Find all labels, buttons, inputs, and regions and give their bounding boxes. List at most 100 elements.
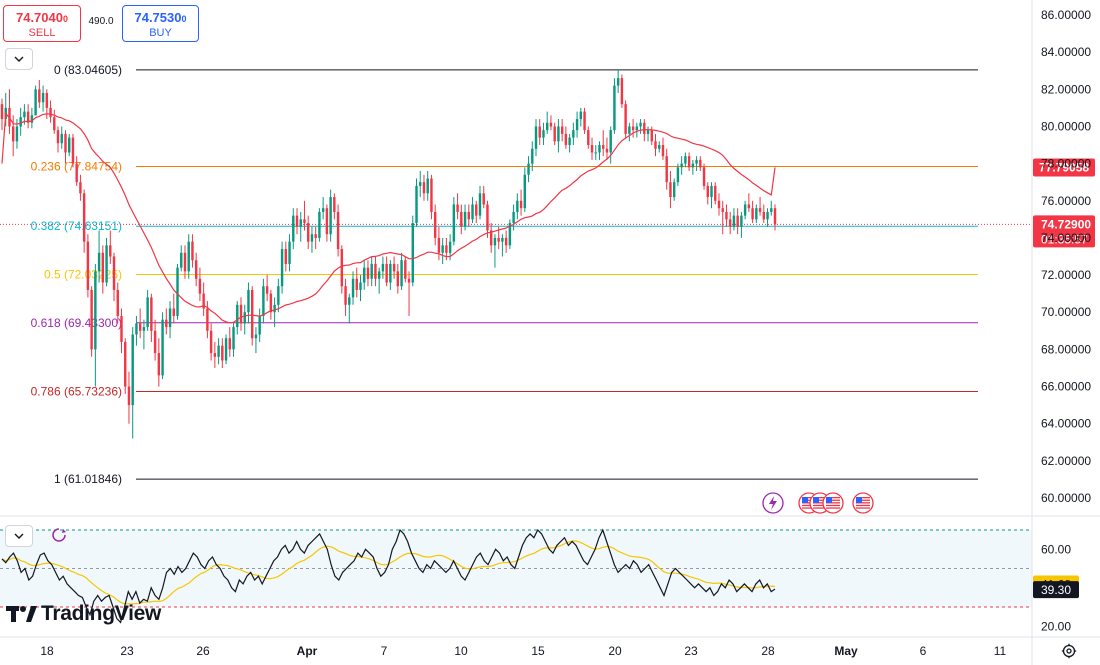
candle-body xyxy=(687,156,691,168)
candle-body xyxy=(321,208,325,212)
candle-body xyxy=(348,297,351,305)
candle-body xyxy=(646,130,650,134)
fib-level-label: 0.618 (69.43300) xyxy=(31,316,122,330)
candle-body xyxy=(292,215,295,242)
candle-body xyxy=(333,197,336,212)
price-tick-label: 62.00000 xyxy=(1041,454,1091,468)
candle-body xyxy=(97,252,101,272)
candle-body xyxy=(71,137,75,164)
candle-body xyxy=(575,119,579,131)
candle-body xyxy=(717,200,721,209)
candle-body xyxy=(30,115,34,123)
candle-body xyxy=(64,133,67,153)
candle-body xyxy=(568,137,571,146)
flag-canton xyxy=(856,497,862,503)
candle-body xyxy=(516,200,519,212)
collapse-indicators-button[interactable] xyxy=(5,48,33,70)
candle-body xyxy=(19,117,22,127)
candle-body xyxy=(631,126,635,131)
chevron-down-icon xyxy=(14,533,24,539)
candle-body xyxy=(572,130,575,138)
time-tick-label: Apr xyxy=(297,644,318,658)
us-flag-event-icon[interactable] xyxy=(822,492,844,514)
candle-body xyxy=(127,386,131,406)
candle-body xyxy=(176,267,179,316)
candle-body xyxy=(680,163,683,168)
candle-body xyxy=(665,156,668,183)
rsi-tick-label: 20.00 xyxy=(1041,619,1071,633)
buy-button[interactable]: 74.75300 BUY xyxy=(122,5,199,42)
candle-body xyxy=(262,286,265,316)
candle-body xyxy=(392,263,396,272)
flag-stripe xyxy=(802,499,816,501)
rsi-refresh-icon[interactable] xyxy=(52,528,66,542)
candle-body xyxy=(400,260,403,287)
time-tick-label: May xyxy=(834,644,858,658)
sell-button[interactable]: 74.70400 SELL xyxy=(3,5,81,42)
buy-label: BUY xyxy=(149,27,172,39)
chart-settings-button[interactable] xyxy=(1061,643,1077,664)
candle-body xyxy=(370,263,373,279)
flag-canton xyxy=(813,497,819,503)
lightning-event-icon[interactable] xyxy=(762,492,784,514)
candle-body xyxy=(553,126,556,142)
candle-body xyxy=(564,133,568,146)
time-tick-label: 18 xyxy=(40,644,54,658)
flag-canton xyxy=(826,497,832,503)
candle-body xyxy=(433,211,437,238)
candle-body xyxy=(504,237,508,246)
price-tick-label: 70.00000 xyxy=(1041,305,1091,319)
candle-body xyxy=(538,126,541,138)
candle-body xyxy=(493,237,497,246)
candle-body xyxy=(280,249,284,287)
candle-body xyxy=(620,78,624,105)
flag-stripe xyxy=(813,504,827,507)
candle-body xyxy=(131,334,134,406)
fib-level-label: 0.382 (74.63151) xyxy=(31,219,122,233)
candle-body xyxy=(728,219,732,227)
candle-body xyxy=(725,211,728,220)
flag-stripe xyxy=(856,507,870,509)
collapse-rsi-button[interactable] xyxy=(5,525,33,547)
time-tick-label: 15 xyxy=(531,644,545,658)
candle-body xyxy=(579,111,583,120)
candle-body xyxy=(658,145,661,149)
candle-body xyxy=(310,234,314,242)
candle-body xyxy=(206,308,209,331)
candle-body xyxy=(112,256,116,290)
candle-body xyxy=(109,245,112,257)
candle-body xyxy=(486,204,489,231)
candle-body xyxy=(165,319,168,328)
candle-body xyxy=(419,182,422,186)
candle-body xyxy=(512,211,515,224)
candle-body xyxy=(194,260,198,279)
candle-body xyxy=(695,159,698,164)
candle-body xyxy=(456,204,459,212)
candle-body xyxy=(766,211,769,220)
candle-body xyxy=(217,345,220,357)
candle-body xyxy=(489,230,493,246)
candle-body xyxy=(478,193,482,216)
us-flag-event-icon[interactable] xyxy=(852,492,874,514)
time-tick-label: 23 xyxy=(120,644,134,658)
candle-body xyxy=(94,271,97,350)
candle-body xyxy=(702,167,706,186)
candle-body xyxy=(187,241,190,272)
rsi-refresh-arc xyxy=(52,528,66,542)
candle-body xyxy=(53,117,56,131)
time-tick-label: 26 xyxy=(196,644,210,658)
candle-body xyxy=(557,126,560,142)
candle-body xyxy=(273,304,276,313)
flag-stripe xyxy=(813,499,827,501)
fib-level-label: 1 (61.01846) xyxy=(54,472,122,486)
candle-body xyxy=(542,130,545,138)
candle-body xyxy=(445,245,448,253)
candle-body xyxy=(295,215,299,227)
candle-body xyxy=(706,185,709,198)
candle-body xyxy=(482,193,485,205)
time-tick-label: 10 xyxy=(454,644,468,658)
candle-body xyxy=(732,215,736,227)
candle-body xyxy=(519,200,523,209)
candle-body xyxy=(758,208,762,212)
